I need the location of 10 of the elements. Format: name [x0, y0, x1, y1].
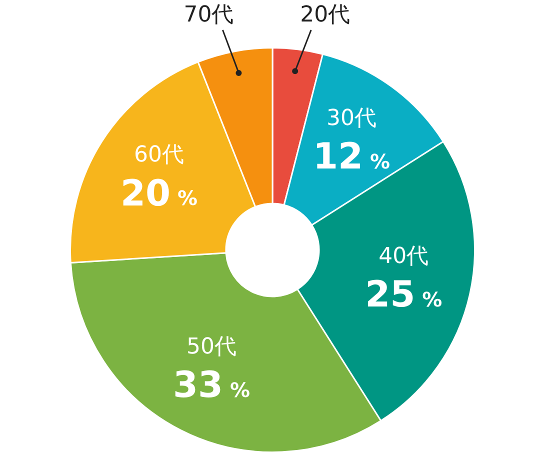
- slice-label: 20代: [300, 2, 350, 28]
- slice-label: 50代: [186, 334, 236, 360]
- data-label: 33 %: [172, 365, 250, 406]
- slice-label: 40代: [378, 244, 429, 270]
- slice-label: 70代: [184, 2, 234, 28]
- data-label: 12 %: [312, 136, 390, 178]
- slice-label: 60代: [134, 142, 184, 168]
- data-label: 20 %: [120, 173, 198, 214]
- data-label: 25 %: [365, 274, 442, 316]
- slice-label: 30代: [326, 106, 376, 131]
